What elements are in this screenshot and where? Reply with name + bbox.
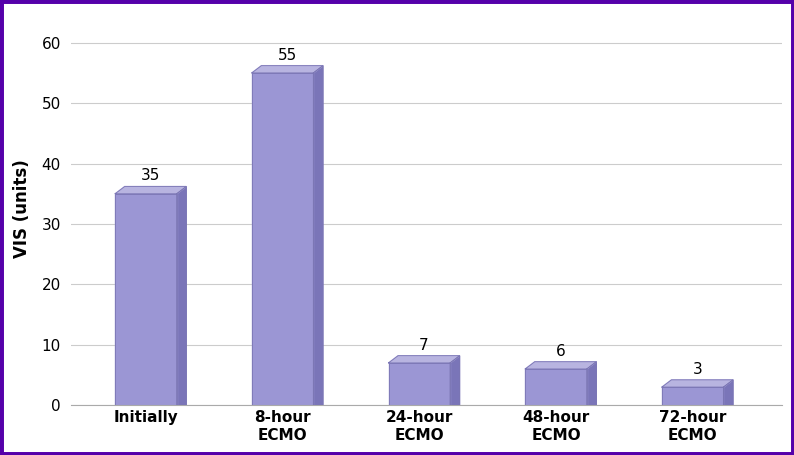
Polygon shape	[450, 356, 460, 405]
Text: 35: 35	[141, 168, 160, 183]
Polygon shape	[388, 363, 450, 405]
Polygon shape	[176, 187, 187, 405]
Polygon shape	[314, 66, 323, 405]
Polygon shape	[252, 66, 323, 73]
Polygon shape	[388, 356, 460, 363]
Y-axis label: VIS (units): VIS (units)	[13, 160, 30, 258]
Polygon shape	[662, 380, 733, 387]
Polygon shape	[115, 187, 187, 194]
Text: 7: 7	[419, 338, 429, 353]
Polygon shape	[525, 369, 587, 405]
Polygon shape	[252, 73, 314, 405]
Polygon shape	[115, 194, 176, 405]
Text: 3: 3	[692, 362, 703, 377]
Polygon shape	[587, 362, 596, 405]
Polygon shape	[525, 362, 596, 369]
Polygon shape	[723, 380, 733, 405]
Polygon shape	[662, 387, 723, 405]
Text: 55: 55	[278, 48, 297, 63]
Text: 6: 6	[556, 344, 565, 359]
